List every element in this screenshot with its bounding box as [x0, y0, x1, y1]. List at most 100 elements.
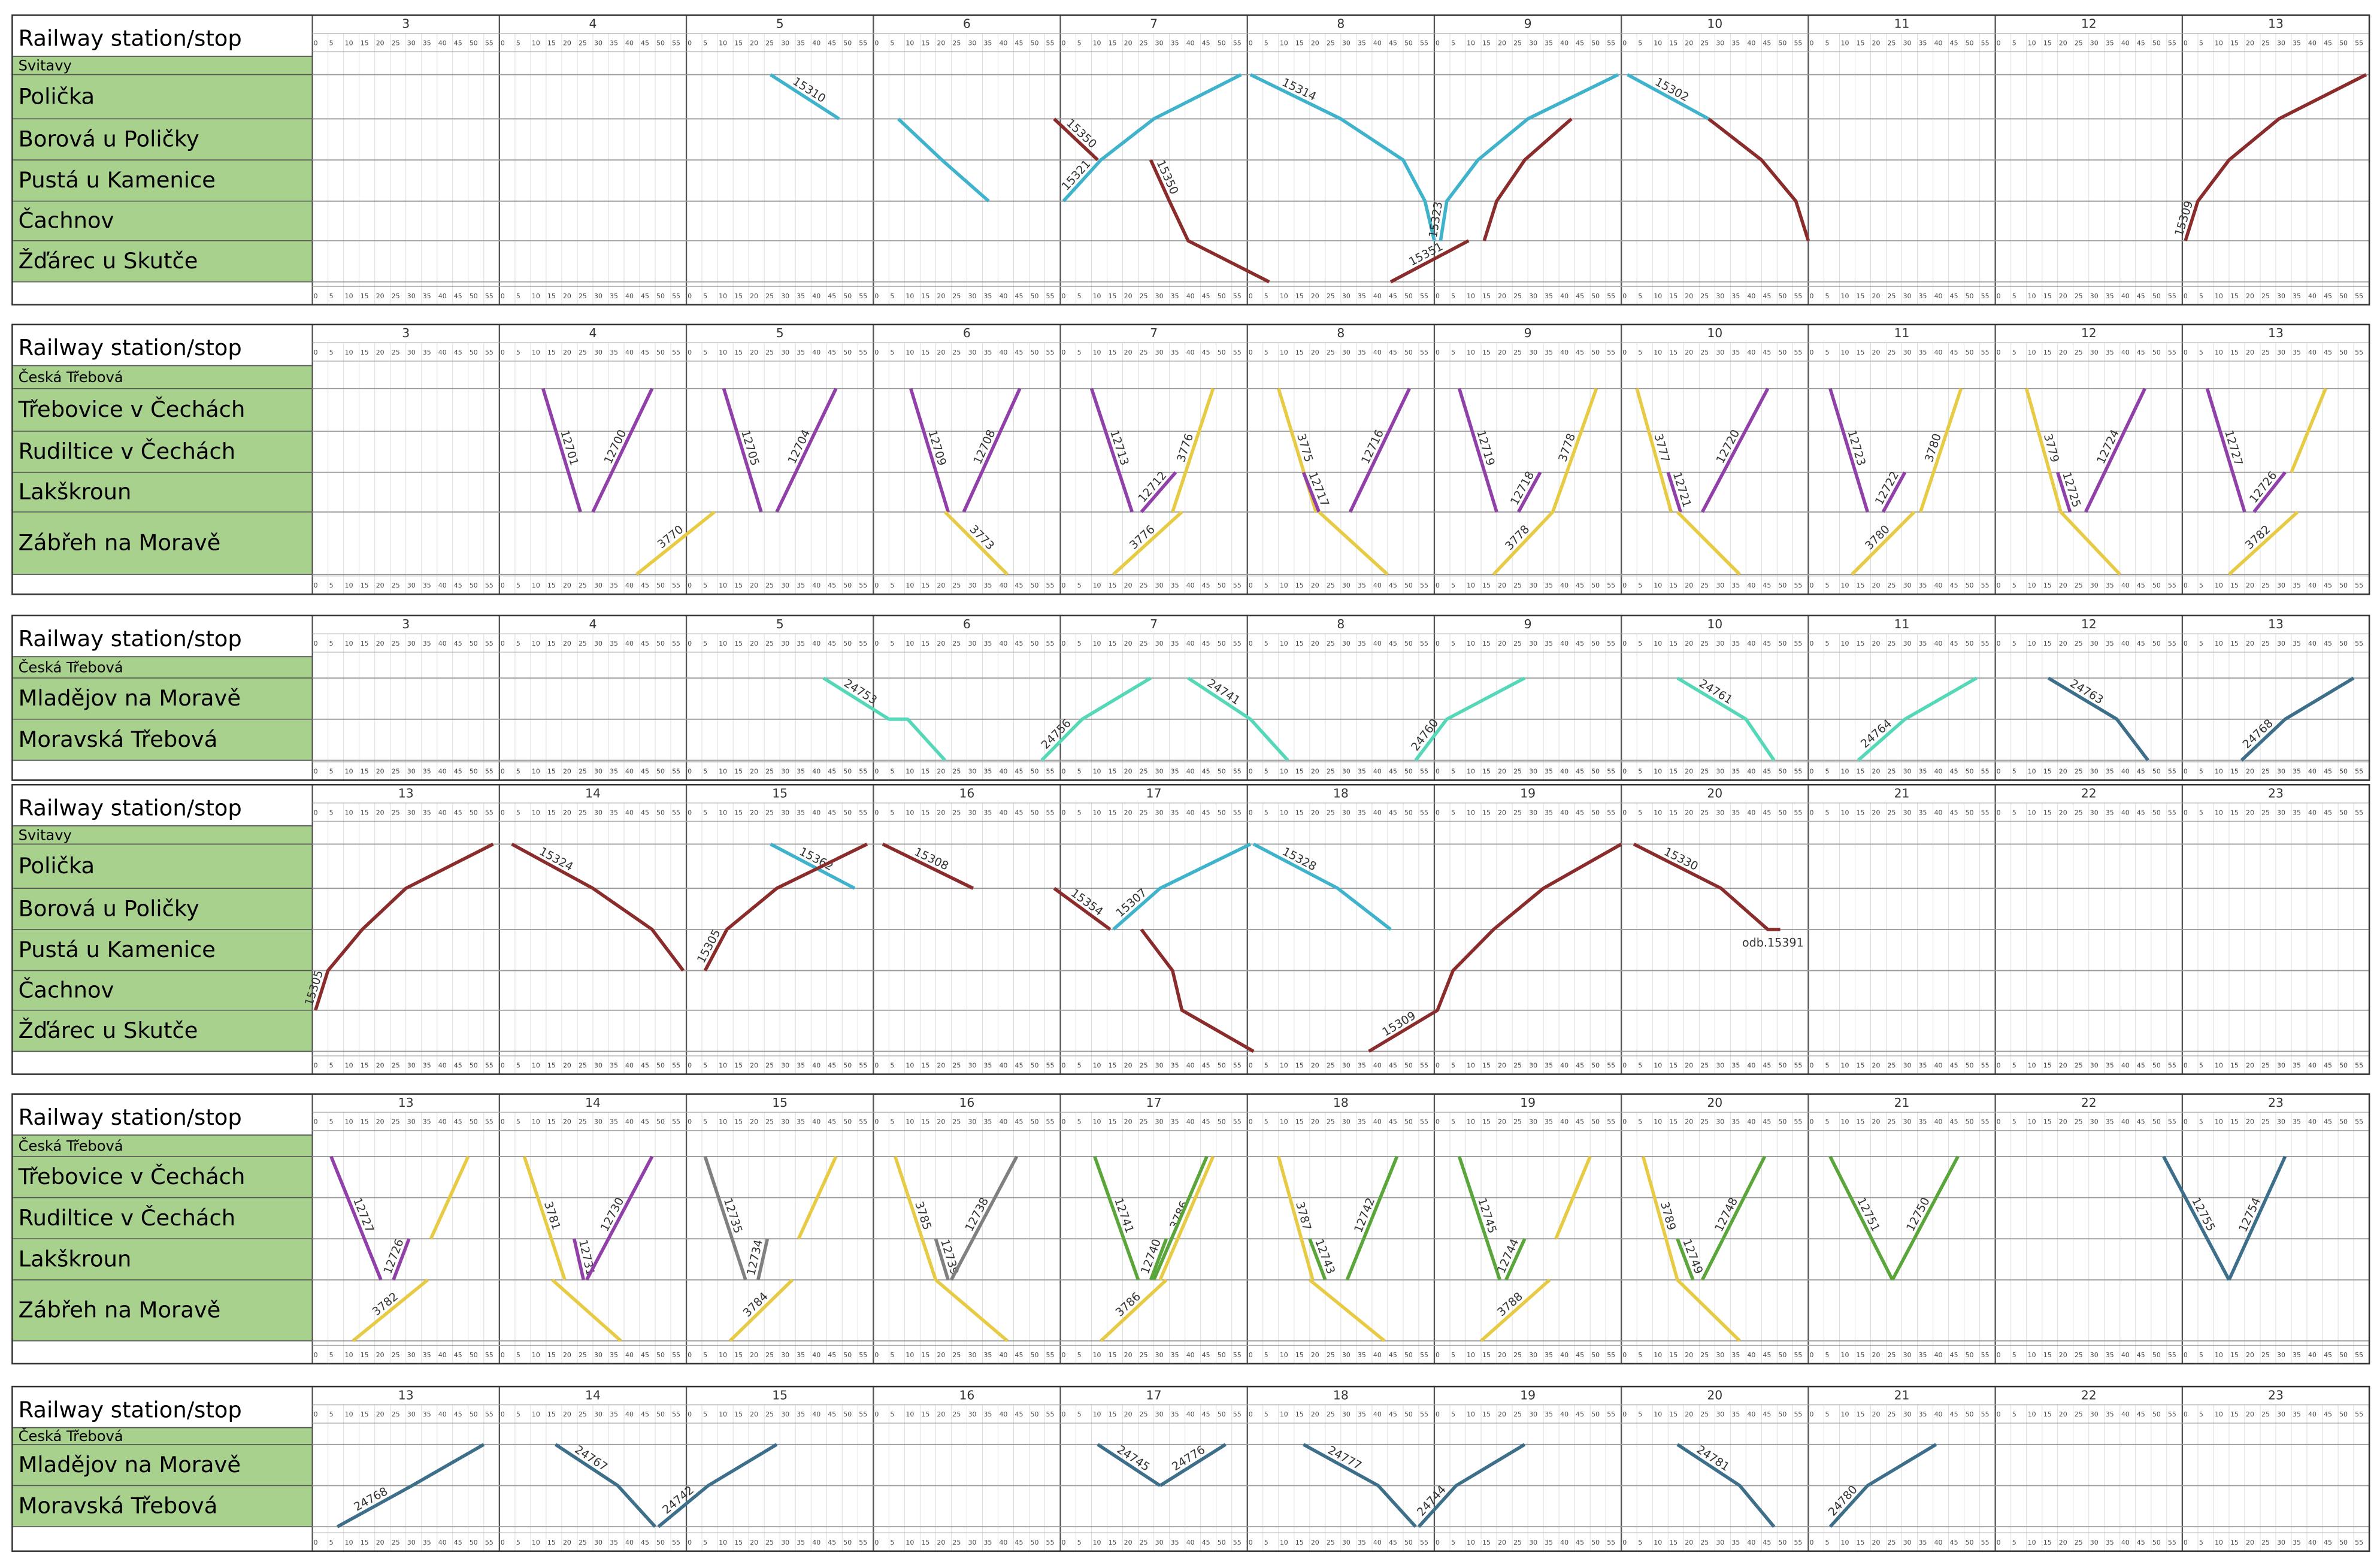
minute-tick-label: 50 [1404, 1351, 1413, 1359]
minute-tick-label: 45 [1576, 640, 1584, 647]
minute-tick-label: 25 [1327, 1351, 1335, 1359]
minute-tick-label: 5 [703, 582, 707, 589]
train-path [329, 1155, 383, 1281]
minute-tick-label: 45 [1576, 768, 1584, 776]
minute-tick-label: 35 [1171, 349, 1179, 356]
minute-tick-label: 55 [859, 768, 867, 776]
train-path [541, 388, 582, 513]
minute-tick-label: 40 [999, 40, 1007, 47]
train-path [756, 1238, 770, 1280]
minute-tick-label: 10 [719, 40, 727, 47]
minute-tick-label: 55 [2355, 1062, 2363, 1070]
minute-tick-label: 25 [1140, 640, 1148, 647]
train-path [1301, 471, 1321, 513]
minute-tick-label: 20 [2059, 1410, 2067, 1418]
minute-tick-label: 40 [1186, 1410, 1195, 1418]
minute-tick-label: 40 [1373, 640, 1382, 647]
minute-tick-label: 10 [1654, 1539, 1662, 1546]
train-path [1100, 1278, 1168, 1342]
station-label: Borová u Poličky [19, 126, 199, 152]
minute-tick-label: 30 [781, 1118, 789, 1126]
minute-tick-label: 55 [672, 40, 680, 47]
minute-tick-label: 50 [2339, 582, 2348, 589]
minute-tick-label: 5 [1638, 292, 1642, 300]
minute-tick-label: 30 [1903, 40, 1912, 47]
minute-tick-label: 20 [563, 1539, 571, 1546]
hour-label: 4 [589, 617, 596, 631]
minute-tick-label: 45 [641, 40, 649, 47]
minute-tick-label: 10 [2028, 1062, 2036, 1070]
minute-tick-label: 40 [438, 1410, 447, 1418]
minute-tick-label: 0 [314, 1410, 318, 1418]
minute-tick-label: 5 [1077, 40, 1082, 47]
minute-tick-label: 40 [2121, 1118, 2130, 1126]
minute-tick-label: 50 [1404, 1539, 1413, 1546]
minute-tick-label: 50 [1218, 292, 1226, 300]
minute-tick-label: 0 [1249, 1062, 1253, 1070]
minute-tick-label: 30 [1903, 582, 1912, 589]
minute-tick-label: 10 [1654, 1410, 1662, 1418]
minute-tick-label: 15 [361, 1539, 369, 1546]
minute-tick-label: 50 [1591, 1539, 1600, 1546]
minute-tick-label: 25 [2075, 582, 2083, 589]
train-path [1308, 1238, 1327, 1281]
minute-tick-label: 5 [1638, 1118, 1642, 1126]
minute-tick-label: 50 [2152, 1539, 2161, 1546]
minute-tick-label: 20 [376, 292, 384, 300]
minute-tick-label: 45 [1950, 809, 1958, 816]
minute-tick-label: 30 [1155, 582, 1164, 589]
minute-tick-label: 5 [329, 1118, 334, 1126]
minute-tick-label: 35 [2106, 349, 2114, 356]
station-label: Svitavy [19, 827, 72, 843]
minute-tick-label: 5 [703, 809, 707, 816]
minute-tick-label: 20 [2246, 292, 2254, 300]
minute-tick-label: 5 [2012, 40, 2016, 47]
station-label: Lakškroun [19, 479, 132, 505]
minute-tick-label: 45 [2324, 349, 2332, 356]
minute-tick-label: 15 [1295, 1062, 1304, 1070]
train-path [1089, 388, 1134, 513]
minute-tick-label: 15 [2230, 1118, 2239, 1126]
minute-tick-label: 0 [501, 582, 505, 589]
minute-tick-label: 30 [1342, 1062, 1351, 1070]
minute-tick-label: 40 [1747, 1410, 1755, 1418]
minute-tick-label: 40 [1934, 349, 1943, 356]
minute-tick-label: 20 [2059, 1539, 2067, 1546]
minute-tick-label: 5 [1825, 1118, 1829, 1126]
minute-tick-label: 55 [1046, 40, 1055, 47]
station-label: Borová u Poličky [19, 895, 199, 921]
minute-tick-label: 15 [1482, 582, 1491, 589]
minute-tick-label: 5 [1264, 1539, 1268, 1546]
minute-tick-label: 0 [1997, 40, 2001, 47]
minute-tick-label: 35 [610, 582, 618, 589]
minute-tick-label: 35 [1919, 1351, 1927, 1359]
minute-tick-label: 35 [983, 1539, 992, 1546]
minute-tick-label: 55 [2355, 1539, 2363, 1546]
minute-tick-label: 55 [1794, 1539, 1802, 1546]
minute-tick-label: 10 [1841, 640, 1849, 647]
minute-tick-label: 35 [797, 582, 805, 589]
minute-tick-label: 5 [2012, 1062, 2016, 1070]
minute-tick-label: 0 [314, 768, 318, 776]
minute-tick-label: 35 [1731, 1062, 1740, 1070]
minute-tick-label: 15 [1669, 640, 1677, 647]
minute-tick-label: 50 [1966, 582, 1974, 589]
minute-tick-label: 5 [2199, 292, 2203, 300]
minute-tick-label: 10 [1093, 582, 1101, 589]
minute-tick-label: 35 [1545, 40, 1553, 47]
minute-tick-label: 15 [2230, 1351, 2239, 1359]
minute-tick-label: 25 [392, 1351, 400, 1359]
minute-tick-label: 25 [2075, 640, 2083, 647]
minute-tick-label: 5 [1264, 1062, 1268, 1070]
minute-tick-label: 10 [1654, 582, 1662, 589]
station-label: Polička [19, 853, 95, 879]
minute-tick-label: 0 [688, 1118, 692, 1126]
minute-tick-label: 20 [376, 640, 384, 647]
minute-tick-label: 45 [828, 1062, 836, 1070]
hour-label: 14 [585, 786, 601, 800]
minute-tick-label: 20 [1872, 1351, 1881, 1359]
minute-tick-label: 0 [688, 292, 692, 300]
minute-tick-label: 0 [2184, 1118, 2188, 1126]
minute-tick-label: 50 [1591, 582, 1600, 589]
minute-tick-label: 0 [1062, 292, 1066, 300]
